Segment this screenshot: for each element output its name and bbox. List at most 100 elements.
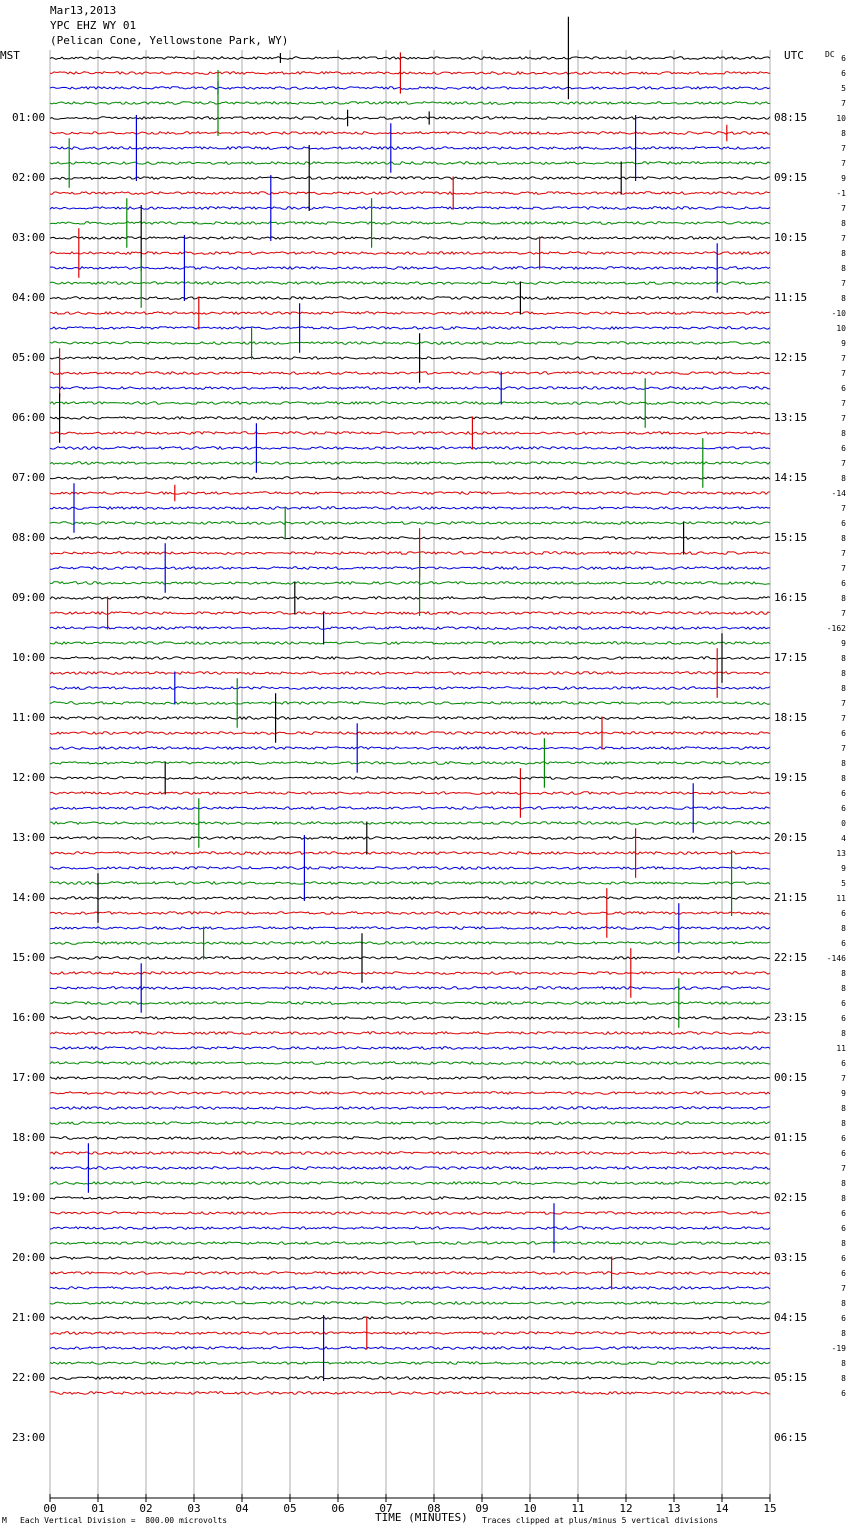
dc-offset-value: -146 — [826, 954, 846, 963]
trace-line — [49, 416, 771, 420]
dc-offset-value: 7 — [841, 159, 846, 168]
dc-offset-value: 7 — [841, 414, 846, 423]
dc-offset-value: 8 — [841, 1194, 846, 1203]
dc-offset-value: 6 — [841, 1389, 846, 1398]
trace-line — [49, 70, 771, 75]
dc-offset-value: 6 — [841, 1209, 846, 1218]
dc-offset-value: 7 — [841, 1284, 846, 1293]
dc-offset-value: 7 — [841, 549, 846, 558]
trace-line — [49, 235, 771, 240]
x-tick-label: 15 — [763, 1502, 777, 1515]
utc-hour-label: 15:15 — [774, 531, 808, 544]
trace-line — [49, 1361, 771, 1365]
trace-line — [49, 1331, 771, 1336]
trace-line — [49, 160, 771, 165]
trace-line — [49, 430, 771, 435]
trace-line — [49, 445, 771, 451]
dc-offset-value: 6 — [841, 1224, 846, 1233]
mst-hour-label: 01:00 — [12, 111, 46, 124]
mst-hour-label: 06:00 — [12, 411, 46, 424]
dc-offset-value: 8 — [841, 1029, 846, 1038]
mst-hour-label: 15:00 — [12, 951, 46, 964]
trace-line — [49, 1045, 771, 1051]
utc-hour-label: 22:15 — [774, 951, 808, 964]
dc-offset-value: 8 — [841, 219, 846, 228]
trace-line — [49, 625, 770, 631]
trace-line — [49, 475, 771, 481]
dc-offset-value: 0 — [841, 819, 846, 828]
dc-offset-value: 7 — [841, 234, 846, 243]
mst-hour-label: 14:00 — [12, 891, 46, 904]
trace-line — [49, 865, 770, 870]
dc-offset-value: 7 — [841, 714, 846, 723]
mst-hour-label: 13:00 — [12, 831, 46, 844]
x-tick-label: 13 — [667, 1502, 681, 1515]
utc-hour-label: 05:15 — [774, 1371, 808, 1384]
dc-offset-value: 6 — [841, 69, 846, 78]
dc-offset-value: 8 — [841, 474, 846, 483]
x-tick-label: 02 — [139, 1502, 153, 1515]
dc-offset-value: 7 — [841, 99, 846, 108]
dc-offset-value: 6 — [841, 1149, 846, 1158]
dc-offset-value: 8 — [841, 984, 846, 993]
mst-hour-label: 23:00 — [12, 1431, 46, 1444]
trace-line — [49, 1091, 771, 1095]
trace-line — [49, 1225, 771, 1230]
dc-offset-value: 5 — [841, 84, 846, 93]
dc-offset-value: 7 — [841, 744, 846, 753]
trace-line — [49, 610, 771, 616]
dc-offset-value: 11 — [836, 1044, 846, 1053]
trace-line — [49, 926, 771, 930]
mst-hour-label: 08:00 — [12, 531, 46, 544]
dc-offset-value: 7 — [841, 144, 846, 153]
trace-line — [49, 1315, 771, 1321]
dc-offset-value: 9 — [841, 339, 846, 348]
dc-offset-value: 4 — [841, 834, 846, 843]
trace-line — [49, 685, 771, 690]
trace-line — [49, 821, 771, 826]
dc-offset-value: 7 — [841, 369, 846, 378]
trace-line — [49, 131, 771, 135]
trace-line — [49, 956, 771, 961]
trace-line — [49, 205, 771, 211]
dc-offset-value: 7 — [841, 399, 846, 408]
x-tick-label: 11 — [571, 1502, 585, 1515]
trace-line — [49, 731, 771, 735]
mst-hour-label: 21:00 — [12, 1311, 46, 1324]
mst-hour-label: 22:00 — [12, 1371, 46, 1384]
vertical-division-note: Each Vertical Division = 800.00 microvol… — [20, 1516, 228, 1525]
trace-line — [49, 536, 771, 541]
dc-offset-value: 8 — [841, 1104, 846, 1113]
dc-offset-value: 8 — [841, 1239, 846, 1248]
station-code: YPC EHZ WY 01 — [50, 19, 137, 32]
trace-line — [49, 115, 771, 121]
trace-line — [49, 1135, 771, 1140]
utc-hour-label: 20:15 — [774, 831, 808, 844]
dc-offset-value: 7 — [841, 564, 846, 573]
utc-hour-label: 23:15 — [774, 1011, 808, 1024]
utc-hour-label: 01:15 — [774, 1131, 808, 1144]
trace-line — [49, 806, 771, 810]
trace-line — [49, 310, 771, 315]
dc-offset-value: 6 — [841, 939, 846, 948]
dc-offset-value: 8 — [841, 1359, 846, 1368]
trace-line — [49, 1286, 771, 1290]
mst-hour-label: 19:00 — [12, 1191, 46, 1204]
mst-hour-label: 17:00 — [12, 1071, 46, 1084]
trace-line — [49, 1345, 771, 1351]
mst-hour-label: 10:00 — [12, 651, 46, 664]
dc-offset-value: 6 — [841, 1134, 846, 1143]
dc-offset-value: -10 — [831, 309, 846, 318]
trace-line — [49, 761, 771, 766]
trace-line — [49, 56, 771, 60]
mst-hour-label: 09:00 — [12, 591, 46, 604]
utc-hour-label: 11:15 — [774, 291, 808, 304]
dc-offset-value: 6 — [841, 519, 846, 528]
trace-line — [49, 175, 771, 180]
dc-offset-value: 7 — [841, 279, 846, 288]
utc-hour-label: 09:15 — [774, 171, 808, 184]
x-axis — [49, 1494, 771, 1502]
trace-line — [49, 341, 771, 345]
dc-offset-value: 8 — [841, 294, 846, 303]
